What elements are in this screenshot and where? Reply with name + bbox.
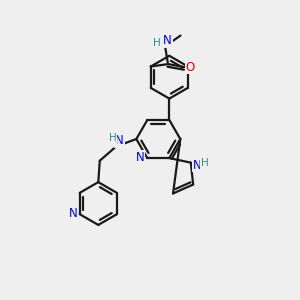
Text: N: N: [69, 206, 78, 220]
Text: O: O: [186, 61, 195, 74]
Text: H: H: [153, 38, 160, 48]
Text: N: N: [163, 34, 172, 47]
Text: N: N: [136, 151, 145, 164]
Text: H: H: [201, 158, 208, 168]
Text: H: H: [109, 133, 116, 143]
Text: N: N: [115, 134, 124, 147]
Text: N: N: [193, 158, 202, 172]
